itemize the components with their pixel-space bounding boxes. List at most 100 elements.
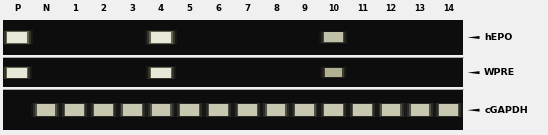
Bar bbox=[3, 58, 463, 87]
Bar bbox=[235, 104, 260, 117]
Bar bbox=[290, 103, 319, 117]
Bar bbox=[352, 104, 373, 116]
Bar bbox=[434, 103, 463, 117]
Bar bbox=[407, 104, 432, 117]
Bar bbox=[295, 104, 314, 116]
Bar bbox=[324, 104, 343, 116]
Polygon shape bbox=[467, 36, 480, 39]
Bar bbox=[320, 67, 347, 78]
Bar bbox=[89, 103, 118, 117]
Bar bbox=[3, 31, 31, 44]
Bar bbox=[177, 104, 202, 117]
Bar bbox=[322, 67, 345, 78]
Text: 7: 7 bbox=[244, 4, 250, 13]
Bar bbox=[321, 32, 346, 43]
Bar bbox=[179, 104, 201, 116]
Bar bbox=[319, 31, 348, 44]
Bar bbox=[325, 68, 342, 77]
Bar bbox=[294, 104, 316, 116]
Bar bbox=[60, 103, 89, 117]
Bar bbox=[267, 104, 286, 116]
Text: 5: 5 bbox=[187, 4, 193, 13]
Text: 8: 8 bbox=[273, 4, 279, 13]
Bar bbox=[292, 104, 317, 117]
Polygon shape bbox=[467, 109, 480, 112]
Bar bbox=[353, 104, 372, 116]
Text: hEPO: hEPO bbox=[484, 33, 512, 42]
Bar bbox=[149, 104, 174, 117]
Bar bbox=[324, 68, 344, 77]
Bar bbox=[439, 104, 458, 116]
Text: 11: 11 bbox=[357, 4, 368, 13]
Text: N: N bbox=[42, 4, 49, 13]
Bar bbox=[7, 32, 27, 43]
Bar bbox=[146, 66, 176, 79]
Bar bbox=[37, 104, 55, 116]
Bar bbox=[31, 103, 60, 117]
Bar bbox=[208, 104, 229, 116]
Bar bbox=[180, 104, 199, 116]
Text: 9: 9 bbox=[302, 4, 308, 13]
Text: 3: 3 bbox=[129, 4, 135, 13]
Text: P: P bbox=[14, 4, 20, 13]
Bar bbox=[436, 104, 461, 117]
Text: WPRE: WPRE bbox=[484, 68, 516, 77]
Bar bbox=[238, 104, 256, 116]
Text: cGAPDH: cGAPDH bbox=[484, 106, 528, 115]
Bar bbox=[2, 30, 33, 45]
Bar bbox=[406, 103, 435, 117]
Text: 12: 12 bbox=[386, 4, 397, 13]
Bar bbox=[152, 104, 170, 116]
Bar bbox=[323, 32, 344, 43]
Bar bbox=[147, 31, 175, 44]
Bar bbox=[33, 104, 59, 117]
Bar bbox=[233, 103, 262, 117]
Bar bbox=[204, 103, 233, 117]
Bar bbox=[3, 20, 463, 55]
Text: 10: 10 bbox=[328, 4, 339, 13]
Bar bbox=[2, 66, 32, 79]
Bar bbox=[209, 104, 228, 116]
Text: 1: 1 bbox=[72, 4, 78, 13]
Bar bbox=[145, 30, 176, 45]
Bar bbox=[319, 103, 348, 117]
Bar bbox=[175, 103, 204, 117]
Bar bbox=[62, 104, 87, 117]
Bar bbox=[118, 103, 147, 117]
Bar bbox=[379, 104, 404, 117]
Bar bbox=[261, 103, 290, 117]
Text: 14: 14 bbox=[443, 4, 454, 13]
Text: 6: 6 bbox=[215, 4, 221, 13]
Bar bbox=[376, 103, 406, 117]
Polygon shape bbox=[467, 71, 480, 74]
Text: 4: 4 bbox=[158, 4, 164, 13]
Bar bbox=[438, 104, 459, 116]
Bar bbox=[150, 67, 172, 78]
Bar bbox=[348, 103, 377, 117]
Bar bbox=[148, 67, 174, 79]
Bar bbox=[409, 104, 431, 116]
Text: 13: 13 bbox=[414, 4, 425, 13]
Bar bbox=[151, 68, 171, 78]
Bar bbox=[6, 67, 28, 78]
Bar bbox=[350, 104, 375, 117]
Bar bbox=[410, 104, 429, 116]
Bar bbox=[237, 104, 258, 116]
Bar bbox=[119, 104, 145, 117]
Bar bbox=[150, 31, 173, 44]
Bar bbox=[380, 104, 402, 116]
Bar bbox=[3, 90, 463, 130]
Bar bbox=[7, 68, 27, 78]
Bar bbox=[323, 104, 344, 116]
Bar bbox=[65, 104, 84, 116]
Bar bbox=[4, 67, 30, 79]
Bar bbox=[35, 104, 56, 116]
Bar bbox=[94, 104, 113, 116]
Bar bbox=[64, 104, 85, 116]
Bar bbox=[150, 104, 172, 116]
Text: 2: 2 bbox=[100, 4, 106, 13]
Bar bbox=[382, 104, 401, 116]
Bar bbox=[122, 104, 143, 116]
Bar bbox=[265, 104, 287, 116]
Bar bbox=[324, 32, 343, 43]
